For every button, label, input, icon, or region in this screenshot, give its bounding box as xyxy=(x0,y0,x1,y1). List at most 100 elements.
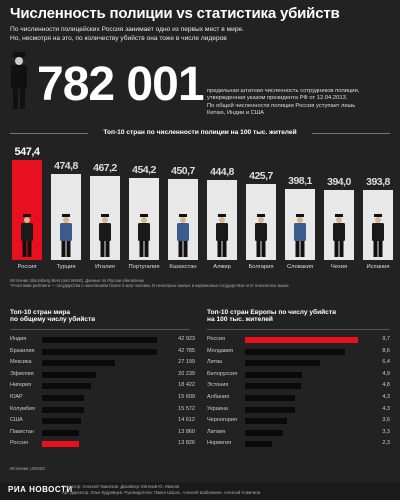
policeman-figure-icon xyxy=(60,214,72,257)
europe_chart-value-label: 3,3 xyxy=(382,428,390,435)
police-country-label: Казахстан xyxy=(169,264,197,270)
policeman-figure-icon xyxy=(372,214,384,257)
europe_chart-bar xyxy=(245,406,296,413)
world_chart-bar xyxy=(42,441,80,448)
divider xyxy=(207,329,390,330)
world_chart-bar xyxy=(42,395,84,401)
world_chart-bar xyxy=(42,360,115,367)
europe_chart-bar xyxy=(245,383,301,390)
policeman-figure-icon xyxy=(294,214,306,257)
divider xyxy=(312,133,390,134)
europe_chart-value-label: 3,6 xyxy=(382,417,390,424)
source-note: Источник: Bloomberg Best (and Worst). Да… xyxy=(10,278,390,289)
europe_chart-category-label: Молдавия xyxy=(207,347,234,354)
divider xyxy=(10,329,190,330)
world_chart-value-label: 20 239 xyxy=(178,370,195,377)
europe_chart-category-label: Белоруссия xyxy=(207,370,238,377)
world_chart-bar xyxy=(42,429,80,436)
police-country-label: Португалия xyxy=(128,264,160,270)
credits-line: Арт-директор: Илья Кудрявцев. Руководите… xyxy=(62,489,262,495)
world_chart-category-label: Пакистан xyxy=(10,428,34,435)
world_chart-category-label: Мексика xyxy=(10,359,32,366)
subtitle-line-2: Но, несмотря на это, по количеству убийс… xyxy=(10,35,227,42)
world_chart-category-label: США xyxy=(10,417,23,424)
police-country-label: Турция xyxy=(56,264,76,270)
world_chart-value-label: 42 923 xyxy=(178,336,195,342)
europe_chart-bar xyxy=(245,360,320,367)
divider xyxy=(10,133,88,134)
world_chart-category-label: Колумбия xyxy=(10,405,35,412)
note-line: предельная штатная численность сотрудник… xyxy=(207,88,360,94)
policeman-figure-icon xyxy=(99,214,111,257)
source-line: *Участники рейтинга — государства с насе… xyxy=(10,283,289,289)
europe_chart-bar xyxy=(245,395,296,401)
footer xyxy=(0,482,400,500)
police-country-label: Болгария xyxy=(248,264,274,270)
europe_chart-bar xyxy=(245,418,287,425)
police-value-label: 394,0 xyxy=(327,176,351,189)
source-line: Источник: Bloomberg Best (and Worst). Да… xyxy=(10,278,144,283)
europe_chart-category-label: Литва xyxy=(207,359,223,366)
police-value-label: 450,7 xyxy=(171,165,195,178)
europe_chart-bar xyxy=(245,371,303,378)
police-value-label: 547,4 xyxy=(14,146,40,158)
europe_chart-bar xyxy=(245,337,358,343)
world_chart-category-label: Эфиопия xyxy=(10,370,34,377)
europe_chart-category-label: Албания xyxy=(207,394,230,400)
police-country-label: Словакия xyxy=(286,264,313,270)
police-value-label: 467,2 xyxy=(93,161,117,174)
world_chart-bar xyxy=(42,371,97,378)
world_chart-bar xyxy=(42,406,84,413)
europe_chart-category-label: Эстония xyxy=(207,382,229,389)
policeman-icon xyxy=(11,52,27,109)
policeman-figure-icon xyxy=(138,214,150,257)
world_chart-bar xyxy=(42,418,82,425)
note-line: По общей численности полиции Россия усту… xyxy=(207,102,356,109)
europe_chart-category-label: Норвегия xyxy=(207,440,232,447)
ria-logo: РИА НОВОСТИ xyxy=(8,485,73,494)
europe_chart-bar xyxy=(245,441,272,448)
europe_chart-category-label: Черногория xyxy=(207,417,237,424)
policeman-figure-icon xyxy=(216,214,228,257)
world_chart-value-label: 18 422 xyxy=(178,382,195,389)
police-country-label: Испания xyxy=(366,264,390,270)
policeman-figure-icon xyxy=(255,214,267,257)
world_chart-value-label: 15 572 xyxy=(178,405,195,412)
credits: Редактор: Алексей Тиматков. Дизайнер: Ев… xyxy=(62,484,261,495)
police-country-label: Чехия xyxy=(330,264,348,270)
europe_chart-value-label: 4,9 xyxy=(382,370,390,377)
world_chart-value-label: 13 860 xyxy=(178,428,195,435)
europe_chart-category-label: Россия xyxy=(207,336,226,342)
policeman-figure-icon xyxy=(21,214,33,257)
police-value-label: 425,7 xyxy=(249,170,273,182)
world_chart-value-label: 42 785 xyxy=(178,347,195,354)
europe_chart-category-label: Украина xyxy=(207,405,228,412)
policeman-figure-icon xyxy=(333,214,345,257)
europe_chart-value-label: 9,7 xyxy=(382,336,390,342)
world_chart-category-label: ЮАР xyxy=(10,394,23,400)
police-value-label: 444,8 xyxy=(210,166,234,179)
world_chart-category-label: Нигерия xyxy=(10,382,32,389)
police-country-label: Италия xyxy=(95,264,115,270)
world_chart-bar xyxy=(42,337,157,343)
europe_chart-value-label: 2,3 xyxy=(382,440,390,447)
europe_chart-bar xyxy=(245,348,346,355)
europe_chart-value-label: 4,8 xyxy=(382,382,390,389)
europe_chart-bar xyxy=(245,429,284,436)
note-line: утвержденная указом президента РФ от 12.… xyxy=(207,95,348,102)
europe_chart-value-label: 6,4 xyxy=(382,359,390,366)
police-column xyxy=(12,160,42,260)
europe_chart-value-label: 4,3 xyxy=(382,394,390,400)
world_chart-value-label: 27 199 xyxy=(178,359,195,366)
world-section-title: Топ-10 стран мира по общему числу убийст… xyxy=(10,309,190,323)
police-total-number: 782 001 xyxy=(37,58,205,111)
world_chart-value-label: 13 826 xyxy=(178,440,195,447)
credits-line: Редактор: Алексей Тиматков. Дизайнер: Ев… xyxy=(62,484,180,489)
source-unodc: Источник: UNODC xyxy=(10,466,46,471)
world_chart-value-label: 15 609 xyxy=(178,394,195,400)
police-total-note: предельная штатная численность сотрудник… xyxy=(207,88,387,118)
title-line: Топ-10 стран мира xyxy=(10,309,71,316)
police-value-label: 474,8 xyxy=(54,160,78,173)
police-value-label: 393,8 xyxy=(366,176,390,189)
